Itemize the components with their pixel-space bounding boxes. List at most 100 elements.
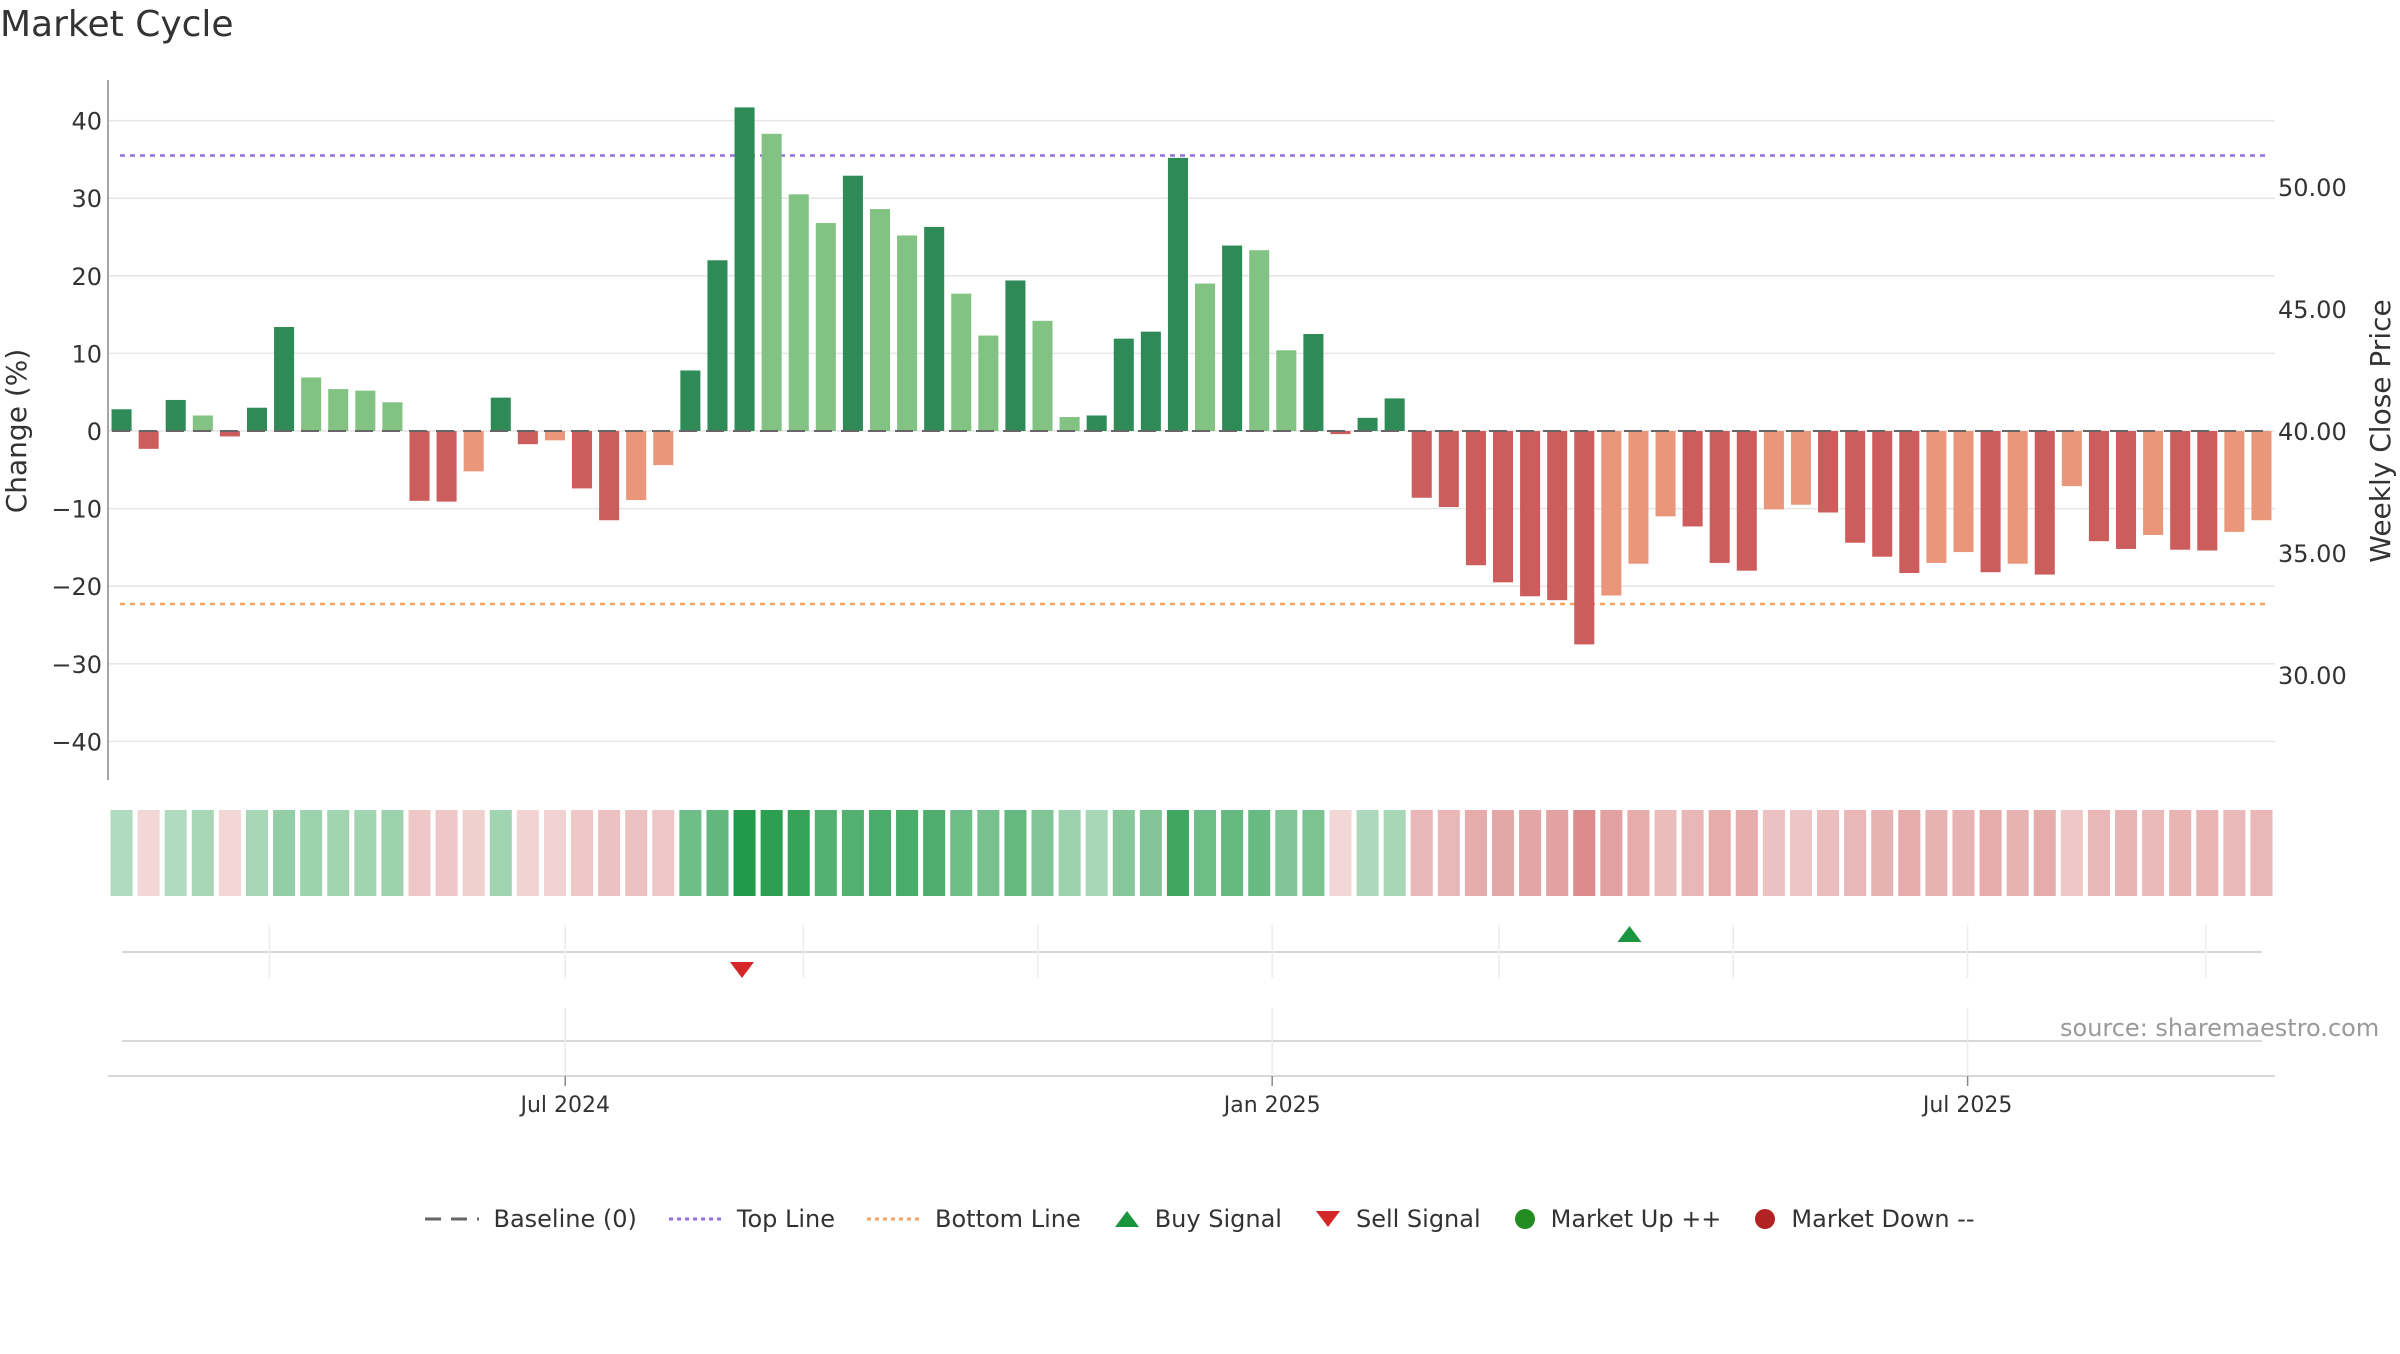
heat-cell [1085, 810, 1108, 896]
y-left-tick-label: −30 [51, 651, 102, 679]
legend-item-buy-signal[interactable]: Buy Signal [1113, 1205, 1282, 1233]
legend-item-market-down[interactable]: Market Down -- [1753, 1205, 1975, 1233]
legend-label: Market Up ++ [1550, 1205, 1722, 1233]
axes: 40 30 20 10 0 −10 −20 −30 −40 50.00 45.00 40.00 35.0… [51, 80, 2347, 780]
triangle-down-icon [1315, 1211, 1340, 1227]
heat-cell [1275, 810, 1298, 896]
bar [1763, 431, 1784, 510]
heat-cell [1789, 810, 1812, 896]
y-right-tick-label: 40.00 [2278, 418, 2347, 446]
y-right-tick-label: 45.00 [2278, 296, 2347, 324]
heat-cell [2033, 810, 2056, 896]
bar [436, 431, 457, 502]
heat-cell [950, 810, 973, 896]
y-axis-left-label: Change (%) [0, 349, 33, 514]
bar [1330, 431, 1351, 435]
bar [409, 431, 430, 501]
bar [707, 260, 728, 431]
legend-item-market-up[interactable]: Market Up ++ [1513, 1205, 1722, 1233]
y-left-tick-label: 10 [71, 340, 102, 368]
bar [1682, 431, 1703, 527]
heat-cell [1627, 810, 1650, 896]
heat-cell [164, 810, 187, 896]
heat-cell [1546, 810, 1569, 896]
y-left-tick-label: 30 [71, 185, 102, 213]
heat-cell [2087, 810, 2110, 896]
bar [328, 389, 349, 431]
heat-cell [868, 810, 892, 896]
bar [1140, 331, 1161, 431]
legend-item-sell-signal[interactable]: Sell Signal [1314, 1205, 1481, 1233]
bar [219, 431, 240, 437]
bar [1465, 431, 1486, 566]
heat-cell [1735, 810, 1758, 896]
heat-cell [1031, 810, 1054, 896]
bar [274, 327, 295, 431]
heat-cell [1166, 810, 1189, 896]
y-left-tick-label: −20 [51, 573, 102, 601]
heat-cell [787, 810, 810, 896]
circle-icon [1514, 1209, 1535, 1229]
heat-cell [300, 810, 323, 896]
heat-cell [1491, 810, 1515, 896]
bar [1709, 431, 1730, 563]
heat-cell [1139, 810, 1162, 896]
bar [842, 175, 863, 431]
heat-cell [381, 810, 404, 896]
y-left-tick-label: 40 [71, 108, 102, 136]
bar [599, 431, 620, 521]
heat-cell [1708, 810, 1731, 896]
legend: Baseline (0) Top Line Bottom Line Buy Si… [0, 1205, 2400, 1233]
baseline-swatch-icon [425, 1217, 480, 1221]
heat-cell [1519, 810, 1542, 896]
bar [626, 431, 647, 501]
bar [490, 397, 511, 431]
heat-cell [2169, 810, 2192, 896]
heat-cell [1004, 810, 1027, 896]
legend-item-bottom-line[interactable]: Bottom Line [867, 1205, 1081, 1233]
source-label: source: sharemaestro.com [2060, 1014, 2380, 1042]
top-line-swatch-icon [668, 1217, 723, 1221]
heat-cell [543, 810, 566, 896]
bar [1980, 431, 2001, 573]
bar [463, 431, 484, 472]
signal-panel [122, 925, 2262, 978]
heat-cell [1871, 810, 1894, 896]
bar [978, 335, 999, 431]
bar [1736, 431, 1757, 571]
heat-cell [2196, 810, 2219, 896]
heat-cell [462, 810, 485, 896]
bar [1167, 157, 1188, 431]
bar [869, 209, 891, 431]
heat-cell [273, 810, 296, 896]
heat-cell [1194, 810, 1217, 896]
heat-cell [245, 810, 269, 896]
y-axis-right-label: Weekly Close Price [2364, 299, 2397, 562]
sell-signal-marker [729, 962, 754, 978]
legend-item-top-line[interactable]: Top Line [668, 1205, 836, 1233]
bar [1953, 431, 1974, 553]
heat-cell [516, 810, 539, 896]
bar [382, 402, 403, 431]
bar [1303, 334, 1324, 431]
legend-item-baseline[interactable]: Baseline (0) [425, 1205, 637, 1233]
heat-cell [1681, 810, 1704, 896]
y-right-tick-label: 35.00 [2278, 540, 2347, 568]
bar [1059, 417, 1080, 431]
bar [2197, 431, 2218, 551]
bar [1520, 431, 1541, 597]
y-left-tick-label: −40 [51, 728, 102, 756]
y-left-tick-label: 20 [71, 263, 102, 291]
heat-cell [625, 810, 648, 896]
heat-cell [489, 810, 512, 896]
heat-cell [923, 810, 946, 896]
y-left-tick-label: −10 [51, 496, 102, 524]
heat-cell [137, 810, 160, 896]
bottom-line-swatch-icon [867, 1217, 922, 1221]
bar [1222, 245, 1243, 431]
legend-label: Top Line [736, 1205, 836, 1233]
heat-cell [2114, 810, 2138, 896]
bar [924, 226, 945, 431]
bar [1411, 431, 1432, 498]
